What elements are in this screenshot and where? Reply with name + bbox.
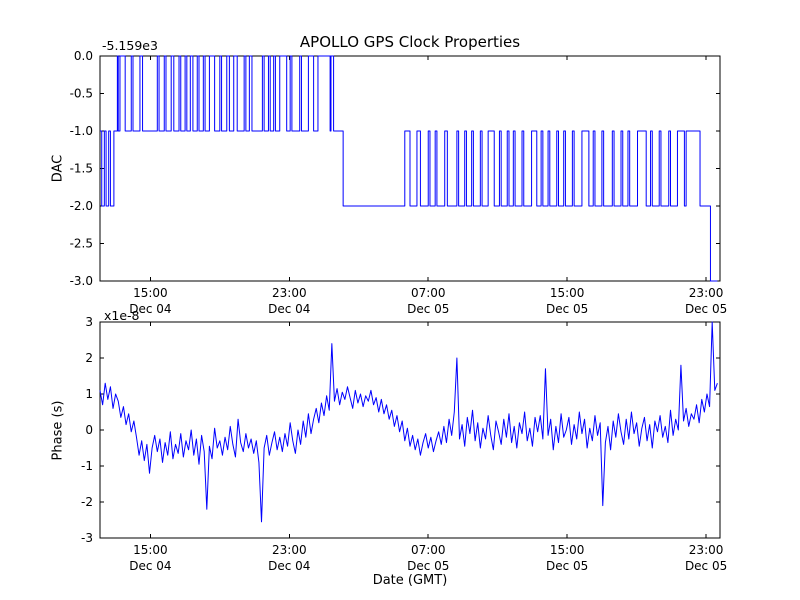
y-tick-label: 2 <box>85 351 93 365</box>
y-tick-label: -1.5 <box>70 162 93 176</box>
y-tick-label: 3 <box>85 315 93 329</box>
y-tick-label: -2.5 <box>70 237 93 251</box>
y-tick-label: -2.0 <box>70 199 93 213</box>
x-axis-label: Date (GMT) <box>372 573 448 588</box>
series-phase-line <box>99 321 718 523</box>
y-tick-label: -3 <box>81 531 93 545</box>
y-tick-label: -2 <box>81 495 93 509</box>
phase-y-axis-label: Phase (s) <box>50 400 66 461</box>
y-tick-label: -3.0 <box>70 274 93 288</box>
y-tick-label: -1 <box>81 459 93 473</box>
dac-plot: 0.0 -0.5 -1.0 -1.5 -2.0 -2.5 -3.0 15:00 Dec 04 23… <box>70 49 728 316</box>
x-tick-label: 15:00 Dec 05 <box>546 543 588 573</box>
x-tick-label: 07:00 Dec 05 <box>407 543 449 573</box>
axes-frame <box>99 321 721 539</box>
y-tick-label: 0 <box>85 423 93 437</box>
y-tick-label: -0.5 <box>70 87 93 101</box>
series-dac-line <box>100 55 718 282</box>
y-tick-label: 0.0 <box>74 49 93 63</box>
chart-title: APOLLO GPS Clock Properties <box>299 33 521 51</box>
x-tick-label: 23:00 Dec 04 <box>268 543 310 573</box>
phase-axis-multiplier-label: x1e-8 <box>104 308 140 323</box>
x-tick-label: 23:00 Dec 04 <box>268 286 310 316</box>
x-tick-label: 23:00 Dec 05 <box>685 543 727 573</box>
phase-plot: 3 2 1 0 -1 -2 -3 15:00 Dec 04 23:00 Dec 04 07:00 Dec… <box>81 315 727 573</box>
dac-y-axis-label: DAC <box>50 154 66 183</box>
dac-axis-offset-label: -5.159e3 <box>102 38 158 53</box>
x-tick-label: 15:00 Dec 05 <box>546 286 588 316</box>
x-tick-label: 15:00 Dec 04 <box>129 543 171 573</box>
x-tick-label: 23:00 Dec 05 <box>685 286 727 316</box>
x-tick-label: 15:00 Dec 04 <box>129 286 171 316</box>
y-tick-label: 1 <box>85 387 93 401</box>
y-tick-label: -1.0 <box>70 124 93 138</box>
x-tick-label: 07:00 Dec 05 <box>407 286 449 316</box>
